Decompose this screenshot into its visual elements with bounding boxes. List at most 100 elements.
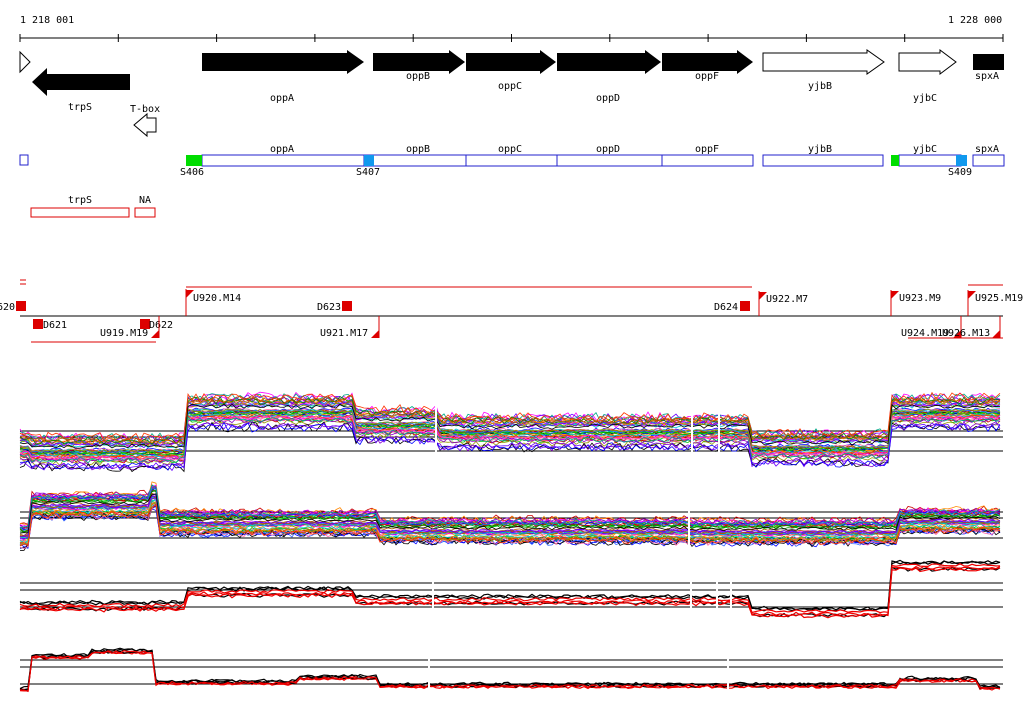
- profile-trace: [19, 391, 1001, 443]
- segment-marker-D620[interactable]: [16, 301, 26, 311]
- profile-trace: [19, 411, 1001, 456]
- ruler-start-label: 1 218 001: [20, 15, 74, 26]
- segment-marker-D623[interactable]: [342, 301, 352, 311]
- segment-label-U919: U919.M19: [100, 328, 148, 339]
- profile-panel-reverse-highlight: [19, 645, 1003, 695]
- segment-label-D624: D624: [714, 302, 738, 313]
- transcript-label-oppD: oppD: [596, 144, 620, 155]
- transcript-label-oppA: oppA: [270, 144, 294, 155]
- transcript-label-oppF: oppF: [695, 144, 719, 155]
- profile-trace: [19, 421, 1001, 472]
- gene-label-yjbB: yjbB: [808, 81, 832, 92]
- profile-trace: [19, 497, 1001, 540]
- profile-panel-forward-all: [19, 391, 1003, 473]
- profile-trace: [19, 650, 1001, 693]
- antisense-box-NA[interactable]: [134, 207, 156, 218]
- segment-label-D620: D620: [0, 302, 15, 313]
- gene-arrow-oppA[interactable]: [202, 50, 364, 74]
- site-label-S409: S409: [948, 167, 972, 178]
- transcript-box-left[interactable]: [19, 154, 29, 166]
- transcript-label-yjbC: yjbC: [913, 144, 937, 155]
- segment-flag-U922[interactable]: [759, 292, 767, 300]
- transcript-label-oppB: oppB: [406, 144, 430, 155]
- segment-label-U923: U923.M9: [899, 293, 941, 304]
- profile-trace: [19, 567, 1001, 619]
- gene-label-spxA: spxA: [975, 71, 999, 82]
- segment-track: D620 D621 D622 D623 D624 U920.M14 U922.M…: [0, 279, 1023, 343]
- profile-trace: [19, 485, 1001, 525]
- profile-trace: [19, 408, 1001, 453]
- segment-label-U926: U926.M13: [942, 328, 990, 339]
- segment-label-U921: U921.M17: [320, 328, 368, 339]
- transcript-box-oppA[interactable]: [201, 154, 365, 167]
- gene-arrow-yjbB[interactable]: [762, 49, 885, 75]
- profile-trace: [19, 500, 1001, 549]
- gene-label-oppB: oppB: [406, 71, 430, 82]
- transcript-box-oppB[interactable]: [363, 154, 467, 167]
- site-marker-S406[interactable]: [186, 155, 202, 166]
- transcript-box-yjbC[interactable]: [898, 154, 962, 167]
- transcript-box-spxA[interactable]: [972, 154, 1005, 167]
- transcript-box-oppD[interactable]: [556, 154, 663, 167]
- segment-marker-D624[interactable]: [740, 301, 750, 311]
- gene-arrow-oppC[interactable]: [466, 50, 556, 74]
- gene-arrow-trpS[interactable]: [32, 68, 130, 96]
- profile-panel-forward-highlight: [19, 559, 1003, 620]
- profile-panel-reverse-all: [19, 480, 1003, 551]
- gene-label-oppA: oppA: [270, 93, 294, 104]
- site-marker-S409[interactable]: [956, 155, 967, 166]
- segment-label-U925: U925.M19: [975, 293, 1023, 304]
- profile-trace: [19, 416, 1001, 464]
- gene-arrow-oppD[interactable]: [557, 50, 661, 74]
- segment-label-U924: U924.M19: [901, 328, 949, 339]
- profile-trace: [19, 403, 1001, 449]
- gene-track: trpS T-box oppA oppB oppC oppD oppF yjbB…: [19, 49, 1004, 138]
- segment-flag-U926[interactable]: [992, 330, 1000, 338]
- transcript-box-yjbB[interactable]: [762, 154, 884, 167]
- antisense-label-trpS: trpS: [68, 195, 92, 206]
- profile-trace: [19, 563, 1001, 614]
- antisense-box-trpS[interactable]: [30, 207, 130, 218]
- transcript-track: oppA oppB oppC oppD oppF yjbB yjbC spxA …: [19, 144, 1005, 178]
- segment-flag-U921[interactable]: [371, 330, 379, 338]
- transcript-box-oppF[interactable]: [661, 154, 754, 167]
- segment-label-D621: D621: [43, 320, 67, 331]
- segment-flag-U925[interactable]: [968, 291, 976, 299]
- gene-arrow-tbox[interactable]: [133, 112, 157, 138]
- profile-trace: [19, 489, 1001, 533]
- gene-arrow-start[interactable]: [19, 50, 31, 74]
- segment-flag-U923[interactable]: [891, 291, 899, 299]
- segment-flag-U920[interactable]: [186, 290, 194, 298]
- site-label-S407: S407: [356, 167, 380, 178]
- gene-arrow-oppF[interactable]: [662, 50, 753, 74]
- profile-trace: [19, 484, 1001, 529]
- site-label-S406: S406: [180, 167, 204, 178]
- transcript-label-oppC: oppC: [498, 144, 522, 155]
- profile-trace: [19, 486, 1001, 530]
- profile-trace: [19, 414, 1001, 462]
- segment-label-U920: U920.M14: [193, 293, 241, 304]
- gene-arrow-yjbC[interactable]: [898, 49, 957, 75]
- segment-flag-U924[interactable]: [953, 330, 961, 338]
- transcript-box-oppC[interactable]: [465, 154, 558, 167]
- gene-arrow-oppB[interactable]: [373, 50, 465, 74]
- profile-trace: [19, 501, 1001, 545]
- segment-marker-D621[interactable]: [33, 319, 43, 329]
- gene-label-tbox: T-box: [130, 104, 160, 115]
- profile-trace: [19, 495, 1001, 538]
- site-marker-S407[interactable]: [364, 155, 374, 166]
- gene-arrow-spxA[interactable]: [973, 54, 1004, 70]
- profile-trace: [19, 497, 1001, 544]
- gene-label-oppC: oppC: [498, 81, 522, 92]
- site-marker-yjbC[interactable]: [891, 155, 899, 166]
- segment-label-D623: D623: [317, 302, 341, 313]
- segment-flag-U919[interactable]: [151, 330, 159, 338]
- profile-trace: [19, 397, 1001, 446]
- segment-label-U922: U922.M7: [766, 294, 808, 305]
- gene-label-yjbC: yjbC: [913, 93, 937, 104]
- gene-label-oppF: oppF: [695, 71, 719, 82]
- segment-marker-D622[interactable]: [140, 319, 150, 329]
- profile-trace: [19, 565, 1001, 617]
- transcript-label-spxA: spxA: [975, 144, 999, 155]
